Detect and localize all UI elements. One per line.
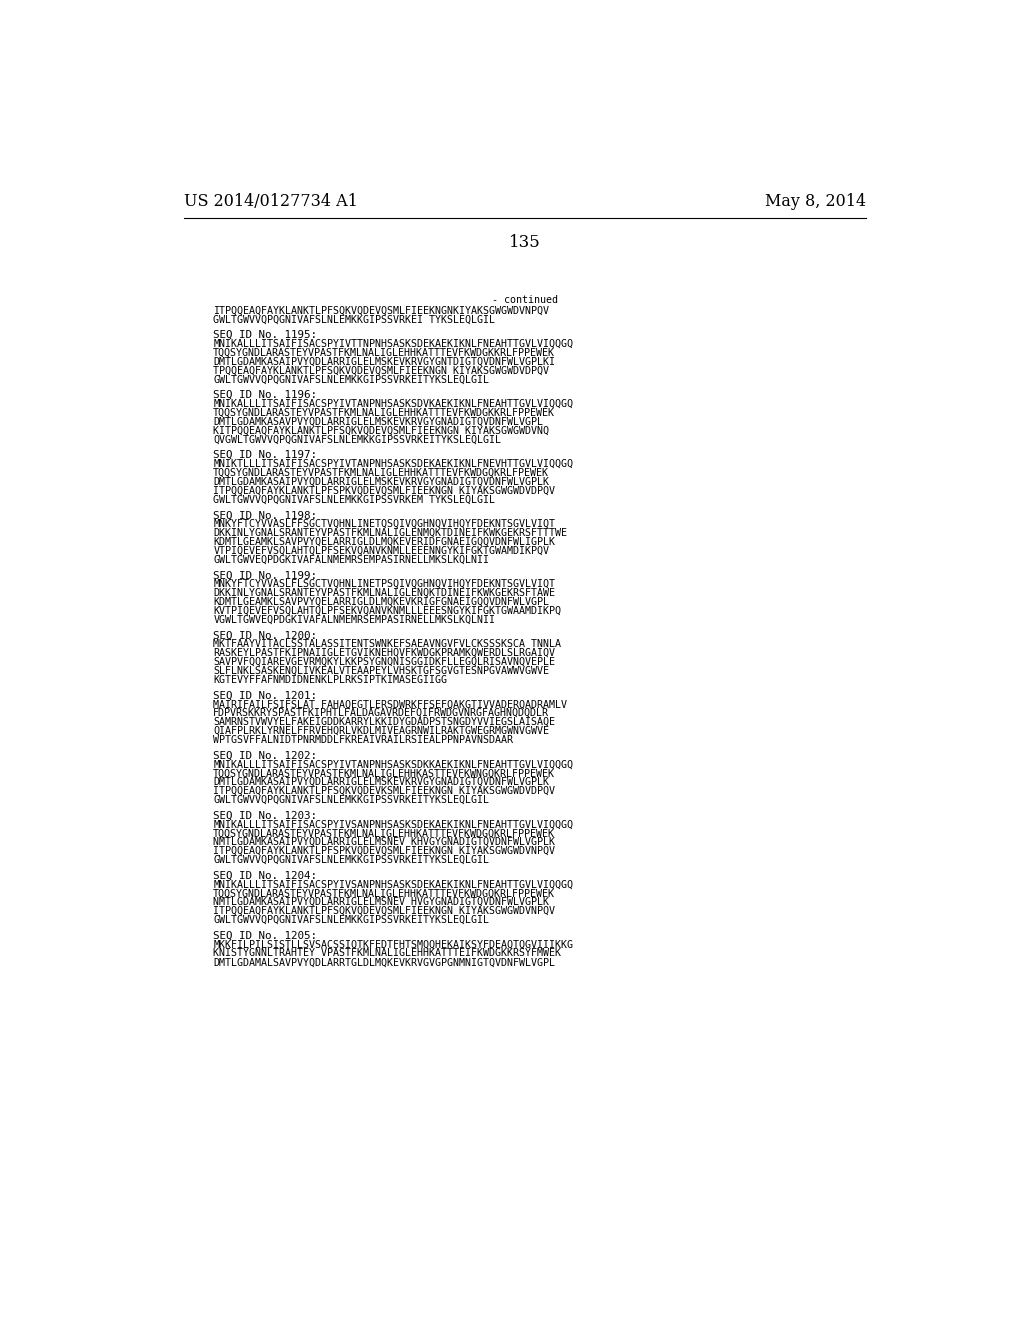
Text: ITPQQEAQFAYKLANKTLPFSPKVQDEVQSMLFIEEKNGN KIYAKSGWGWDVDPQV: ITPQQEAQFAYKLANKTLPFSPKVQDEVQSMLFIEEKNGN… (213, 486, 555, 495)
Text: MNIKALLLITSAIFISACSPYIVSANPNHSASKSDEKAEKIKNLFNEAHTTGVLVIQQGQ: MNIKALLLITSAIFISACSPYIVSANPNHSASKSDEKAEK… (213, 820, 573, 829)
Text: DMTLGDAMKASAIPVYQDLARRIGLELMSKEVKRVGYGNADIGTQVDNFWLVGPLK: DMTLGDAMKASAIPVYQDLARRIGLELMSKEVKRVGYGNA… (213, 477, 549, 487)
Text: SEQ ID No. 1205:: SEQ ID No. 1205: (213, 931, 317, 941)
Text: SEQ ID No. 1197:: SEQ ID No. 1197: (213, 450, 317, 461)
Text: MNKYFTCYVVASLFFSGCTVQHNLINETQSQIVQGHNQVIHQYFDEKNTSGVLVIQT: MNKYFTCYVVASLFFSGCTVQHNLINETQSQIVQGHNQVI… (213, 519, 555, 529)
Text: TQQSYGNDLARASTEYVPASTFKMLNALIGLEHHKATTTEVFKWDGKKRLFPPEWEK: TQQSYGNDLARASTEYVPASTFKMLNALIGLEHHKATTTE… (213, 348, 555, 358)
Text: SEQ ID No. 1199:: SEQ ID No. 1199: (213, 570, 317, 581)
Text: KNISTYGNNLTRAHTEY VPASTFKMLNALIGLEHHKATTTEIFKWDGKKRSYFMWEK: KNISTYGNNLTRAHTEY VPASTFKMLNALIGLEHHKATT… (213, 949, 561, 958)
Text: MNKYFTCYVVASLFLSGCTVQHNLINETPSQIVQGHNQVIHQYFDEKNTSGVLVIQT: MNKYFTCYVVASLFLSGCTVQHNLINETPSQIVQGHNQVI… (213, 579, 555, 589)
Text: MKTFAAYVITACLSSTALASSITENTSWNKEFSAEAVNGVFVLCKSSSKSCA TNNLA: MKTFAAYVITACLSSTALASSITENTSWNKEFSAEAVNGV… (213, 639, 561, 649)
Text: MNIKALLLITSAIFISACSPYIVTANPNHSASKSDVKAEKIKNLFNEAHTTGVLVIQQGQ: MNIKALLLITSAIFISACSPYIVTANPNHSASKSDVKAEK… (213, 399, 573, 409)
Text: ITPQQEAQFAYKLANKTLPFSQKVQDEVKSMLFIEEKNGN KIYAKSGWGWDVDPQV: ITPQQEAQFAYKLANKTLPFSQKVQDEVKSMLFIEEKNGN… (213, 785, 555, 796)
Text: SEQ ID No. 1203:: SEQ ID No. 1203: (213, 810, 317, 821)
Text: 135: 135 (509, 234, 541, 251)
Text: ITPQQEAQFAYKLANKTLPFSQKVQDEVQSMLFIEEKNGN KIYAKSGWGWDVNPQV: ITPQQEAQFAYKLANKTLPFSQKVQDEVQSMLFIEEKNGN… (213, 906, 555, 916)
Text: KITPQQEAQFAYKLANKTLPFSQKVQDEVQSMLFIEEKNGN KIYAKSGWGWDVNQ: KITPQQEAQFAYKLANKTLPFSQKVQDEVQSMLFIEEKNG… (213, 425, 549, 436)
Text: DMTLGDAMKASAIPVYQDLARRIGLELMSKEVKRVGYGNADIGTQVDNFWLVGPLK: DMTLGDAMKASAIPVYQDLARRIGLELMSKEVKRVGYGNA… (213, 777, 549, 787)
Text: TPQQEAQFAYKLANKTLPFSQKVQDEVQSMLFIEEKNGN KIYAKSGWGWDVDPQV: TPQQEAQFAYKLANKTLPFSQKVQDEVQSMLFIEEKNGN … (213, 366, 549, 375)
Text: DKKINLYGNALSRANTEYVPASTFKMLNALIGLENQKTDINEIFKWKGEKRSFTAWE: DKKINLYGNALSRANTEYVPASTFKMLNALIGLENQKTDI… (213, 589, 555, 598)
Text: SEQ ID No. 1198:: SEQ ID No. 1198: (213, 511, 317, 520)
Text: TQQSYGNDLARASTEYVPASTFKMLNALIGLEHHKATTTEVFKWDGQKRLFPEWEK: TQQSYGNDLARASTEYVPASTFKMLNALIGLEHHKATTTE… (213, 469, 549, 478)
Text: MNIKALLLITSAIFISACSPYIVTANPNHSASKSDKKAEKIKNLFNEAHTTGVLVIQQGQ: MNIKALLLITSAIFISACSPYIVTANPNHSASKSDKKAEK… (213, 759, 573, 770)
Text: GWLTGWVVQPQGNIVAFSLNLEMKKGIPSSVRKEITYKSLEQLGIL: GWLTGWVVQPQGNIVAFSLNLEMKKGIPSSVRKEITYKSL… (213, 855, 489, 865)
Text: SAVPVFQQIAREVGEVRMQKYLKKPSYGNQNISGGIDKFLLEGQLRISAVNQVEPLE: SAVPVFQQIAREVGEVRMQKYLKKPSYGNQNISGGIDKFL… (213, 657, 555, 667)
Text: SEQ ID No. 1204:: SEQ ID No. 1204: (213, 871, 317, 880)
Text: KGTEVYFFAFNMDIDNENKLPLRKSIPTKIMASEGIIGG: KGTEVYFFAFNMDIDNENKLPLRKSIPTKIMASEGIIGG (213, 675, 447, 685)
Text: KVTPIQEVEFVSQLAHTQLPFSEKVQANVKNMLLLEEESNGYKIFGKTGWAAMDIKPQ: KVTPIQEVEFVSQLAHTQLPFSEKVQANVKNMLLLEEESN… (213, 606, 561, 615)
Text: - continued: - continued (492, 296, 558, 305)
Text: MNIKALLLITSAIFISACSPYIVSANPNHSASKSDEKAEKIKNLFNEAHTTGVLVIQQGQ: MNIKALLLITSAIFISACSPYIVSANPNHSASKSDEKAEK… (213, 879, 573, 890)
Text: GWLTGWVVQPQGNIVAFSLNLEMKKGIPSSVRKEITYKSLEQLGIL: GWLTGWVVQPQGNIVAFSLNLEMKKGIPSSVRKEITYKSL… (213, 375, 489, 384)
Text: SAMRNSTVWVYELFAKEIGDDKARRYLKKIDYGDADPSTSNGDYVVIEGSLAISAQE: SAMRNSTVWVYELFAKEIGDDKARRYLKKIDYGDADPSTS… (213, 717, 555, 727)
Text: DMTLGDAMKASAIPVYQDLARRIGLELMSKEVKRVGYGNTDIGTQVDNFWLVGPLKI: DMTLGDAMKASAIPVYQDLARRIGLELMSKEVKRVGYGNT… (213, 356, 555, 367)
Text: TQQSYGNDLARASTEYVPASTFKMLNALIGLEHHKATTTEVFKWDGKKRLFPPEWEK: TQQSYGNDLARASTEYVPASTFKMLNALIGLEHHKATTTE… (213, 408, 555, 418)
Text: DKKINLYGNALSRANTEYVPASTFKMLNALIGLENMQKTDINEIFKWKGEKRSFTTTWE: DKKINLYGNALSRANTEYVPASTFKMLNALIGLENMQKTD… (213, 528, 567, 539)
Text: ITPQQEAQFAYKLANKTLPFSPKVQDEVQSMLFIEEKNGN KIYAKSGWGWDVNPQV: ITPQQEAQFAYKLANKTLPFSPKVQDEVQSMLFIEEKNGN… (213, 846, 555, 855)
Text: GWLTGWVVQPQGNIVAFSLNLEMKKGIPSSVRKEM TYKSLEQLGIL: GWLTGWVVQPQGNIVAFSLNLEMKKGIPSSVRKEM TYKS… (213, 495, 496, 504)
Text: MKKFILPILSISTLLSVSACSSIQTKFEDTFHTSMQQHEKAIKSYFDEAQTQGVIIIKKG: MKKFILPILSISTLLSVSACSSIQTKFEDTFHTSMQQHEK… (213, 940, 573, 949)
Text: SEQ ID No. 1202:: SEQ ID No. 1202: (213, 751, 317, 760)
Text: VTPIQEVEFVSQLAHTQLPFSEKVQANVKNMLLEEENNGYKIFGKTGWAMDIKPQV: VTPIQEVEFVSQLAHTQLPFSEKVQANVKNMLLEEENNGY… (213, 545, 549, 556)
Text: TQQSYGNDLARASTEYVPASTFKMLNALIGLEHHKATTTEVFKWDGQKRLFPPEWEK: TQQSYGNDLARASTEYVPASTFKMLNALIGLEHHKATTTE… (213, 888, 555, 899)
Text: GWLTGWVVQPQGNIVAFSLNLEMKKGIPSSVRKEI TYKSLEQLGIL: GWLTGWVVQPQGNIVAFSLNLEMKKGIPSSVRKEI TYKS… (213, 314, 496, 325)
Text: SLFLNKLSASKENQLIVKEALVTEAAPEYLVHSKTGFSGVGTESNPGVAWWVGWVE: SLFLNKLSASKENQLIVKEALVTEAAPEYLVHSKTGFSGV… (213, 665, 549, 676)
Text: US 2014/0127734 A1: US 2014/0127734 A1 (183, 193, 357, 210)
Text: QIAFPLRKLYRNELFFRVEHQRLVKDLMIVEAGRNWILRAKTGWEGRMGWNVGWVE: QIAFPLRKLYRNELFFRVEHQRLVKDLMIVEAGRNWILRA… (213, 726, 549, 735)
Text: KDMTLGEAMKLSAVPVYQELARRIGLDLMQKEVKRIGFGNAEIGQQVDNFWLVGPL: KDMTLGEAMKLSAVPVYQELARRIGLDLMQKEVKRIGFGN… (213, 597, 549, 607)
Text: SEQ ID No. 1196:: SEQ ID No. 1196: (213, 391, 317, 400)
Text: NMTLGDAMKASAIPVYQDLARRIGLELMSNEV KHVGYGNADIGTQVDNFWLVGPLK: NMTLGDAMKASAIPVYQDLARRIGLELMSNEV KHVGYGN… (213, 837, 555, 847)
Text: DMTLGDAMKASAVPVYQDLARRIGLELMSKEVKRVGYGNADIGTQVDNFWLVGPL: DMTLGDAMKASAVPVYQDLARRIGLELMSKEVKRVGYGNA… (213, 417, 544, 426)
Text: FDPVRSKKRYSPASTFKIPHTLFALDAGAVRDEFQIFRWDGVNRGFAGHNQDQDLR: FDPVRSKKRYSPASTFKIPHTLFALDAGAVRDEFQIFRWD… (213, 708, 549, 718)
Text: GWLTGWVVQPQGNIVAFSLNLEMKKGIPSSVRKEITYKSLEQLGIL: GWLTGWVVQPQGNIVAFSLNLEMKKGIPSSVRKEITYKSL… (213, 915, 489, 925)
Text: DMTLGDAMALSAVPVYQDLARRTGLDLMQKEVKRVGVGPGNMNIGTQVDNFWLVGPL: DMTLGDAMALSAVPVYQDLARRTGLDLMQKEVKRVGVGPG… (213, 957, 555, 968)
Text: SEQ ID No. 1200:: SEQ ID No. 1200: (213, 631, 317, 640)
Text: GWLTGWVEQPDGKIVAFALNMEMRSEMPASIRNELLMKSLKQLNII: GWLTGWVEQPDGKIVAFALNMEMRSEMPASIRNELLMKSL… (213, 554, 489, 565)
Text: QVGWLTGWVVQPQGNIVAFSLNLEMKKGIPSSVRKEITYKSLEQLGIL: QVGWLTGWVVQPQGNIVAFSLNLEMKKGIPSSVRKEITYK… (213, 434, 502, 445)
Text: VGWLTGWVEQPDGKIVAFALNMEMRSEMPASIRNELLMKSLKQLNII: VGWLTGWVEQPDGKIVAFALNMEMRSEMPASIRNELLMKS… (213, 615, 496, 624)
Text: TQQSYGNDLARASTEYVPASTFKMLNALIGLEHHKASTTEVFKWNGQKRLFPPEWEK: TQQSYGNDLARASTEYVPASTFKMLNALIGLEHHKASTTE… (213, 768, 555, 779)
Text: MAIRIFAILFSIFSLAT FAHAQEGTLERSDWRKFFSEFQAKGTIVVADERQADRAMLV: MAIRIFAILFSIFSLAT FAHAQEGTLERSDWRKFFSEFQ… (213, 700, 567, 709)
Text: ITPQQEAQFAYKLANKTLPFSQKVQDEVQSMLFIEEKNGNKIYAKSGWGWDVNPQV: ITPQQEAQFAYKLANKTLPFSQKVQDEVQSMLFIEEKNGN… (213, 305, 549, 315)
Text: May 8, 2014: May 8, 2014 (765, 193, 866, 210)
Text: KDMTLGEAMKLSAVPVYQELARRIGLDLMQKEVERIDFGNAEIGQQVDNFWLIGPLK: KDMTLGEAMKLSAVPVYQELARRIGLDLMQKEVERIDFGN… (213, 537, 555, 546)
Text: TQQSYGNDLARASTEYVPASTFKMLNALIGLEHHKATTTEVFKWDGQKRLFPPEWEK: TQQSYGNDLARASTEYVPASTFKMLNALIGLEHHKATTTE… (213, 829, 555, 838)
Text: WPTGSVFFALNIDTPNRMDDLFKREAIVRAILRSIEALPPNPAVNSDAAR: WPTGSVFFALNIDTPNRMDDLFKREAIVRAILRSIEALPP… (213, 735, 513, 744)
Text: NMTLGDAMKASAIPVYQDLARRIGLELMSNEV HVGYGNADIGTQVDNFWLVGPLK: NMTLGDAMKASAIPVYQDLARRIGLELMSNEV HVGYGNA… (213, 898, 549, 907)
Text: SEQ ID No. 1195:: SEQ ID No. 1195: (213, 330, 317, 341)
Text: MNIKTLLLITSAIFISACSPYIVTANPNHSASKSDEKAEKIKNLFNEVHTTGVLVIQQGQ: MNIKTLLLITSAIFISACSPYIVTANPNHSASKSDEKAEK… (213, 459, 573, 469)
Text: GWLTGWVVQPQGNIVAFSLNLEMKKGIPSSVRKEITYKSLEQLGIL: GWLTGWVVQPQGNIVAFSLNLEMKKGIPSSVRKEITYKSL… (213, 795, 489, 805)
Text: MNIKALLLITSAIFISACSPYIVTTNPNHSASKSDEKAEKIKNLFNEAHTTGVLVIQQGQ: MNIKALLLITSAIFISACSPYIVTTNPNHSASKSDEKAEK… (213, 339, 573, 348)
Text: SEQ ID No. 1201:: SEQ ID No. 1201: (213, 690, 317, 701)
Text: RASKEYLPASTFKIPNAIIGLETGVIKNEHQVFKWDGKPRAMKQWERDLSLRGAIQV: RASKEYLPASTFKIPNAIIGLETGVIKNEHQVFKWDGKPR… (213, 648, 555, 659)
